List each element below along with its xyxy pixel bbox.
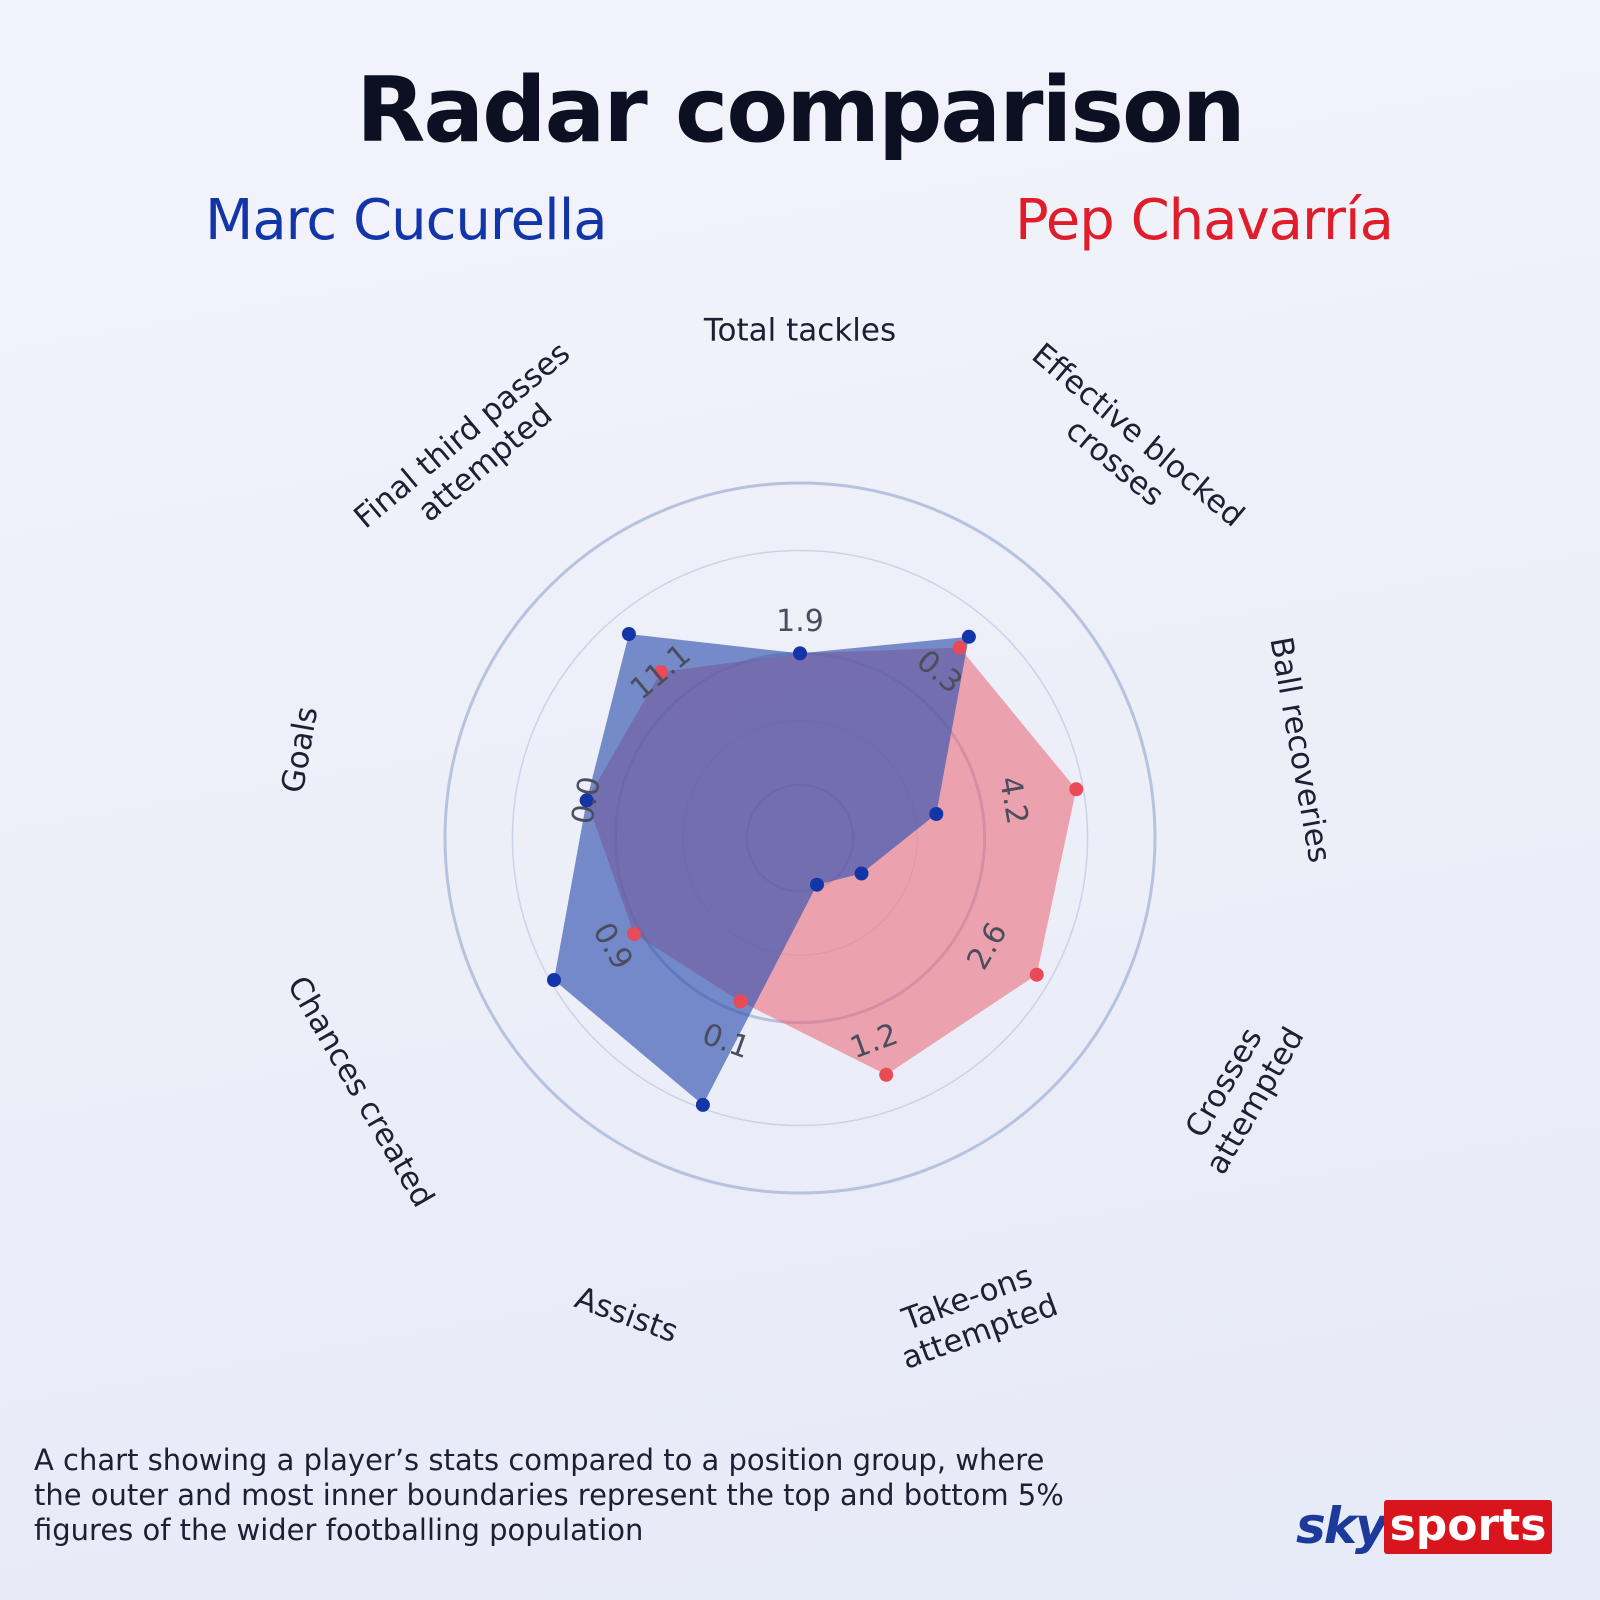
logo-sky-text: sky <box>1296 1497 1388 1555</box>
axis-label: Take-onsattempted <box>885 1253 1063 1376</box>
axis-label: Goals <box>275 704 326 796</box>
axis-label: Chances created <box>280 970 441 1213</box>
series-2-point <box>952 640 967 655</box>
player-b-name: Pep Chavarría <box>1015 188 1394 253</box>
axis-label-line: Chances created <box>280 970 441 1213</box>
series-1-point <box>579 793 594 808</box>
scale-label: 1.9 <box>776 604 824 639</box>
series-1-point <box>929 807 944 821</box>
series-1-point <box>793 646 807 661</box>
axis-label-line: Assists <box>570 1280 682 1350</box>
chart-title: Radar comparison <box>356 58 1246 163</box>
series-2-point <box>653 665 668 680</box>
series-area-1 <box>554 634 969 1105</box>
series-2-point <box>1069 782 1084 797</box>
series-2-point <box>1029 967 1044 982</box>
axis-label: Crossesattempted <box>1168 1003 1312 1180</box>
scale-label: 0.0 <box>565 774 608 827</box>
grid-ring <box>511 549 1089 1127</box>
series-2-point <box>879 1067 894 1082</box>
axis-label: Final third passesattempted <box>347 335 600 563</box>
series-1-point <box>621 627 636 641</box>
series-1-point <box>547 973 561 987</box>
series-1-point <box>695 1097 710 1112</box>
logo-sports-text: sports <box>1384 1500 1552 1554</box>
series-2-point <box>627 926 641 941</box>
scale-label: 4.2 <box>992 774 1035 827</box>
series-2-point <box>733 994 748 1009</box>
axis-label-line: Goals <box>275 704 326 796</box>
axis-label: Ball recoveries <box>1262 634 1337 865</box>
chart-caption: A chart showing a player’s stats compare… <box>34 1443 1064 1547</box>
series-1-point <box>810 877 824 892</box>
axis-label: Total tackles <box>703 312 896 348</box>
axis-label: Effective blockedcrosses <box>1002 336 1251 561</box>
series-1-point <box>854 866 869 881</box>
grid-ring <box>443 481 1157 1195</box>
axis-label: Assists <box>570 1280 682 1350</box>
axis-label-line: Total tackles <box>703 312 896 348</box>
player-a-name: Marc Cucurella <box>205 188 608 253</box>
series-1-point <box>961 629 976 644</box>
sky-sports-logo: sky sports <box>1296 1498 1556 1558</box>
axis-label-line: Ball recoveries <box>1262 634 1337 865</box>
